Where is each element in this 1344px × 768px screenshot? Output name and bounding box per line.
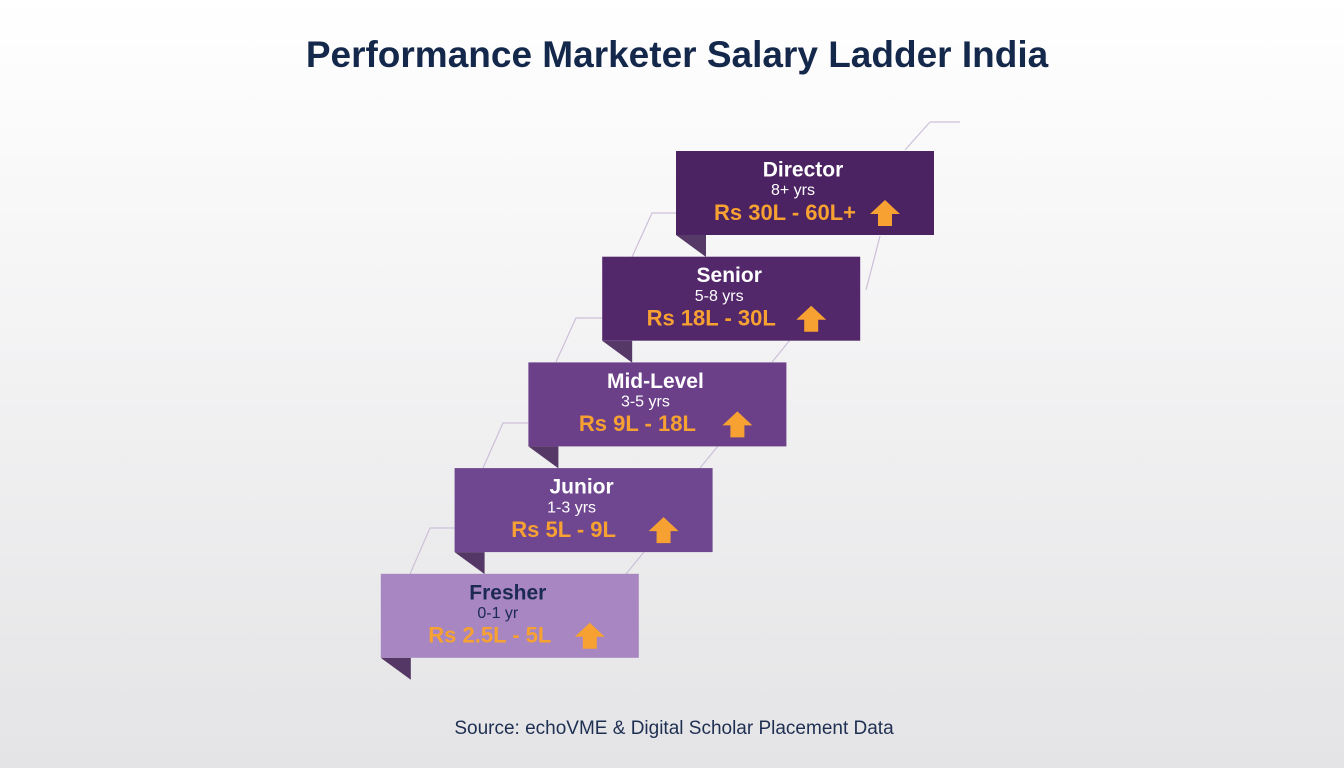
level-label: Fresher xyxy=(469,581,546,604)
level-salary: Rs 5L - 9L xyxy=(511,517,616,542)
stair-line xyxy=(865,235,881,291)
stair-line xyxy=(631,212,676,258)
fold-tab xyxy=(380,657,411,680)
level-years: 3-5 yrs xyxy=(621,394,670,411)
fold-tab xyxy=(676,235,706,257)
stair-line xyxy=(555,317,602,363)
level-years: 1-3 yrs xyxy=(547,499,596,516)
stair-outline xyxy=(409,121,960,575)
level-years: 5-8 yrs xyxy=(695,288,744,305)
title: Performance Marketer Salary Ladder India xyxy=(306,34,1049,75)
level-label: Junior xyxy=(550,476,614,499)
level-label: Senior xyxy=(697,264,762,287)
level-salary: Rs 30L - 60L+ xyxy=(714,200,856,225)
stair-line xyxy=(409,527,455,575)
level-years: 0-1 yr xyxy=(477,605,519,622)
up-arrow xyxy=(722,411,753,438)
level-label: Mid-Level xyxy=(607,370,704,393)
fold-tab xyxy=(602,340,633,363)
up-arrow xyxy=(648,517,679,544)
up-arrow xyxy=(870,200,900,226)
stair-line xyxy=(482,422,528,469)
fold-tab xyxy=(454,552,485,575)
up-arrow xyxy=(574,622,605,649)
stair-line xyxy=(904,121,931,151)
up-arrow xyxy=(796,305,827,332)
fold-tab xyxy=(528,446,559,469)
level-years: 8+ yrs xyxy=(771,182,815,199)
source: Source: echoVME & Digital Scholar Placem… xyxy=(454,718,894,739)
stair-line xyxy=(625,551,645,575)
level-label: Director xyxy=(763,159,844,182)
stair-line xyxy=(771,339,791,363)
level-salary: Rs 18L - 30L xyxy=(647,306,776,331)
stair-line xyxy=(699,445,719,469)
level-salary: Rs 2.5L - 5L xyxy=(428,623,551,648)
level-salary: Rs 9L - 18L xyxy=(579,411,696,436)
